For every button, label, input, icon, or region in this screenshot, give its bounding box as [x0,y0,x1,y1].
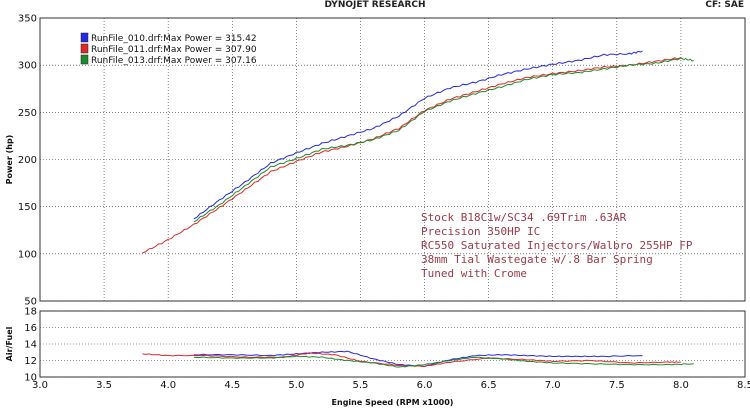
x-tick-label: 8.5 [737,380,750,391]
x-tick-label: 8.0 [673,380,689,391]
annotation-line-4: 38mm Tial Wastegate w/.8 Bar Spring [421,253,653,266]
power-y-tick-label: 100 [18,249,37,260]
power-y-tick-label: 200 [18,155,37,166]
x-tick-label: 6.0 [417,380,433,391]
legend-swatch-3 [80,54,89,65]
legend-entry-1: RunFile_010.drf:Max Power = 315.42 [91,34,257,44]
power-y-tick-label: 50 [24,297,37,308]
x-tick-label: 3.5 [96,380,112,391]
legend-entry-3: RunFile_013.drf:Max Power = 307.16 [91,56,257,66]
x-axis-label: Engine Speed (RPM x1000) [332,398,454,407]
power-y-tick-label: 300 [18,61,37,72]
power-series-line-3 [193,57,694,223]
correction-factor: CF: SAE [705,0,744,10]
top-bar: DYNOJET RESEARCH CF: SAE [0,0,750,11]
x-tick-label: 5.5 [353,380,369,391]
x-tick-label: 6.5 [481,380,497,391]
legend-swatch-1 [80,32,89,43]
x-tick-label: 4.0 [160,380,176,391]
afr-y-tick-label: 18 [24,307,37,318]
legend-swatch-2 [80,43,89,54]
afr-y-tick-label: 16 [24,323,37,334]
afr-y-tick-label: 10 [24,373,37,384]
x-tick-label: 5.0 [288,380,304,391]
afr-y-tick-label: 12 [24,356,37,367]
chart-header-title: DYNOJET RESEARCH [324,0,426,10]
annotation-line-2: Precision 350HP IC [421,225,540,238]
afr-series-line-3 [193,355,694,368]
annotation-line-5: Tuned with Crome [421,267,527,280]
afr-y-tick-label: 14 [24,340,37,351]
legend-entry-2: RunFile_011.drf:Max Power = 307.90 [91,45,257,55]
x-tick-label: 7.5 [609,380,625,391]
x-tick-label: 3.0 [32,380,48,391]
annotation-line-1: Stock B18C1w/SC34 .69Trim .63AR [421,211,627,224]
x-tick-label: 7.0 [545,380,561,391]
power-series-line-2 [142,57,682,254]
power-y-tick-label: 350 [18,14,37,25]
annotation-line-3: RC550 Saturated Injectors/Walbro 255HP F… [421,239,693,252]
power-series-line-1 [193,50,643,220]
afr-y-axis-label: Air/Fuel [5,326,14,361]
power-y-tick-label: 150 [18,202,37,213]
power-y-axis-label: Power (hp) [5,135,14,185]
power-y-tick-label: 250 [18,108,37,119]
x-tick-label: 4.5 [224,380,240,391]
